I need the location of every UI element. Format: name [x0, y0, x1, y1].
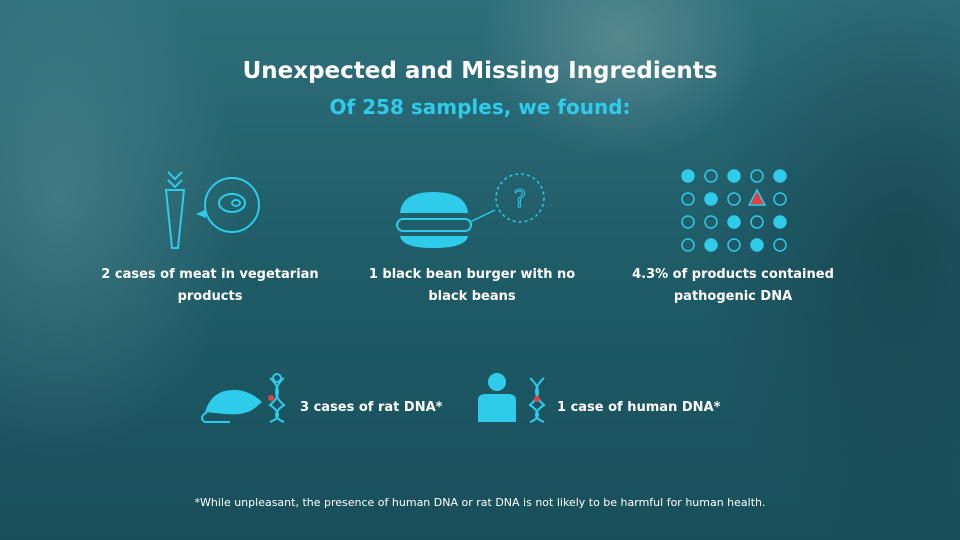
burger-icon: ?: [396, 173, 545, 248]
dot-grid-icon: [681, 169, 787, 252]
rat-icon: [201, 373, 286, 423]
finding-text: 4.3% of products contained pathogenic DN…: [632, 267, 834, 304]
title: Unexpected and Missing Ingredients: [242, 58, 718, 84]
footnote: *While unpleasant, the presence of human…: [194, 496, 766, 509]
svg-text:?: ?: [514, 185, 527, 213]
finding-text: 1 black bean burger with no black beans: [368, 267, 576, 304]
human-icon: [478, 373, 546, 423]
finding-text: 2 cases of meat in vegetarian products: [101, 267, 319, 304]
subtitle: Of 258 samples, we found:: [329, 95, 631, 119]
carrot-icon: [164, 171, 260, 249]
finding-text: 3 cases of rat DNA*: [300, 400, 443, 415]
finding-text: 1 case of human DNA*: [557, 400, 721, 415]
